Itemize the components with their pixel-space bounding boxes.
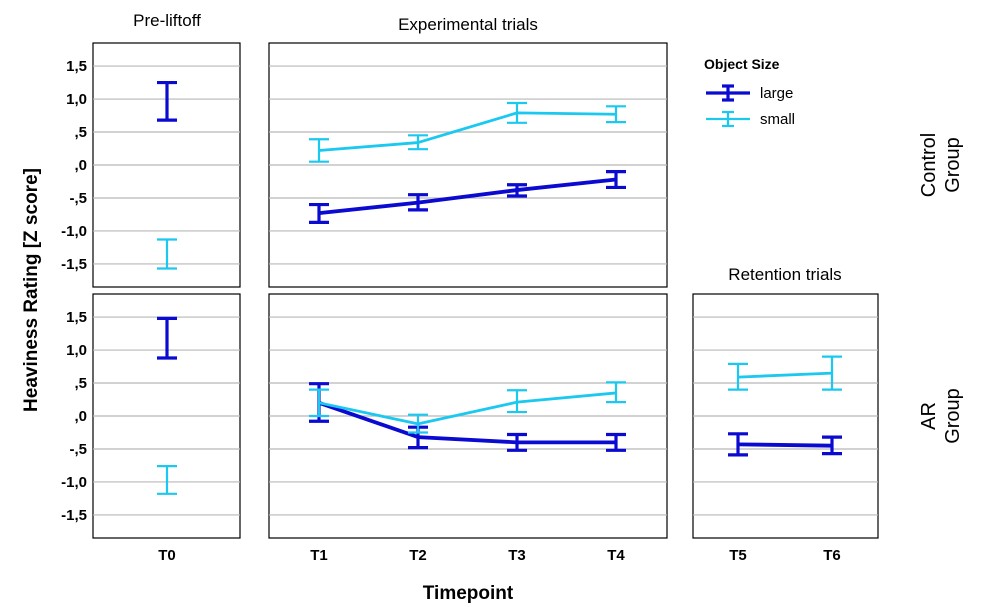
error-bar-small-r1-c2-1 [822, 355, 842, 391]
series-small-r1-c0 [157, 465, 177, 495]
error-bar-small-r1-c1-2 [507, 389, 527, 414]
error-bar-small-r1-c0-0 [157, 465, 177, 495]
column-title-preliftoff: Pre-liftoff [133, 11, 201, 30]
x-tick-label-t4: T4 [607, 547, 625, 564]
error-bar-large-r0-c1-0 [309, 202, 329, 224]
series-small-r0-c1 [309, 101, 626, 163]
error-bar-small-r0-c1-3 [606, 105, 626, 124]
series-small-r1-c1 [309, 381, 626, 434]
y-axis-label: Heaviness Rating [Z score] [21, 168, 42, 412]
y-tick-label-row1-1: 1,0 [66, 342, 87, 359]
y-tick-label-row1-0: ,0 [74, 408, 87, 425]
y-tick-label-row1-0-5: -,5 [69, 441, 87, 458]
series-large-r0-c0 [157, 80, 177, 122]
series-large-r0-c1 [309, 169, 626, 224]
error-bar-large-r0-c0-0 [157, 80, 177, 122]
row-label-ar-line2: Group [942, 388, 964, 444]
y-tick-label-row1-1-5: -1,5 [61, 507, 87, 524]
y-tick-label-row1-1-5: 1,5 [66, 309, 87, 326]
y-tick-label-row0-0-5: -,5 [69, 190, 87, 207]
row-label-control-line2: Group [942, 137, 964, 193]
legend: Object Size large small [704, 56, 795, 128]
error-bar-large-r1-c1-2 [507, 432, 527, 452]
x-tick-label-t0: T0 [158, 547, 176, 564]
error-bar-small-r0-c0-0 [157, 238, 177, 270]
error-bar-large-r1-c0-0 [157, 316, 177, 360]
x-tick-label-t5: T5 [729, 547, 747, 564]
column-title-retention: Retention trials [728, 265, 841, 284]
error-bar-small-r0-c1-0 [309, 138, 329, 163]
y-tick-label-row1-0-5: ,5 [74, 375, 87, 392]
legend-title: Object Size [704, 56, 780, 72]
error-bar-small-r1-c2-0 [728, 362, 748, 391]
error-bar-large-r0-c1-2 [507, 183, 527, 198]
y-tick-labels: 1,5 1,0 ,5 ,0 -,5 -1,0 -1,5 1,5 1,0 ,5 ,0 -,5 -1,0 -1… [61, 58, 87, 524]
x-tick-label-t6: T6 [823, 547, 841, 564]
y-tick-label-row0-1-5: -1,5 [61, 256, 87, 273]
legend-swatches [706, 84, 750, 128]
x-tick-label-t1: T1 [310, 547, 328, 564]
legend-entry-small: small [760, 111, 795, 128]
series-large-r1-c2 [728, 432, 842, 457]
error-bar-large-r0-c1-1 [408, 193, 428, 212]
legend-swatch-large [706, 84, 750, 102]
y-tick-label-row0-1: -1,0 [61, 223, 87, 240]
mean-line-large-r1-c2 [737, 442, 833, 448]
x-tick-label-t3: T3 [508, 547, 526, 564]
row-label-ar: AR Group [918, 388, 964, 444]
mean-line-large-r1-c1 [318, 401, 616, 445]
error-bar-small-r0-c1-2 [507, 101, 527, 124]
y-tick-label-row1-1: -1,0 [61, 474, 87, 491]
series-small-r0-c0 [157, 238, 177, 270]
error-bar-small-r1-c1-3 [606, 381, 626, 404]
error-bar-small-r1-c1-1 [408, 413, 428, 434]
y-tick-label-row0-1-5: 1,5 [66, 58, 87, 75]
y-tick-label-row0-1: 1,0 [66, 91, 87, 108]
error-bar-large-r0-c1-3 [606, 169, 626, 190]
error-bar-large-r1-c2-0 [728, 432, 748, 457]
series-large-r1-c1 [309, 382, 626, 452]
mean-line-small-r1-c2 [737, 371, 833, 379]
legend-entry-large: large [760, 85, 793, 102]
row-label-ar-line1: AR [918, 402, 940, 430]
series-small-r1-c2 [728, 355, 842, 391]
error-bar-small-r1-c1-0 [309, 388, 329, 418]
legend-swatch-small [706, 110, 750, 128]
row-label-control-line1: Control [918, 133, 940, 197]
error-bar-large-r1-c2-1 [822, 435, 842, 456]
error-bar-small-r0-c1-1 [408, 134, 428, 151]
y-tick-label-row0-0-5: ,5 [74, 124, 87, 141]
mean-line-small-r0-c1 [318, 111, 617, 152]
mean-line-small-r1-c1 [318, 391, 617, 426]
grid-layer [93, 65, 878, 516]
series-layer [157, 80, 842, 495]
series-large-r1-c0 [157, 316, 177, 360]
column-title-experimental: Experimental trials [398, 15, 538, 34]
x-axis-label: Timepoint [423, 583, 514, 604]
error-bar-large-r1-c1-3 [606, 432, 626, 452]
x-tick-label-t2: T2 [409, 547, 427, 564]
mean-line-large-r0-c1 [318, 177, 617, 216]
row-label-control: Control Group [918, 133, 964, 197]
y-tick-label-row0-0: ,0 [74, 157, 87, 174]
